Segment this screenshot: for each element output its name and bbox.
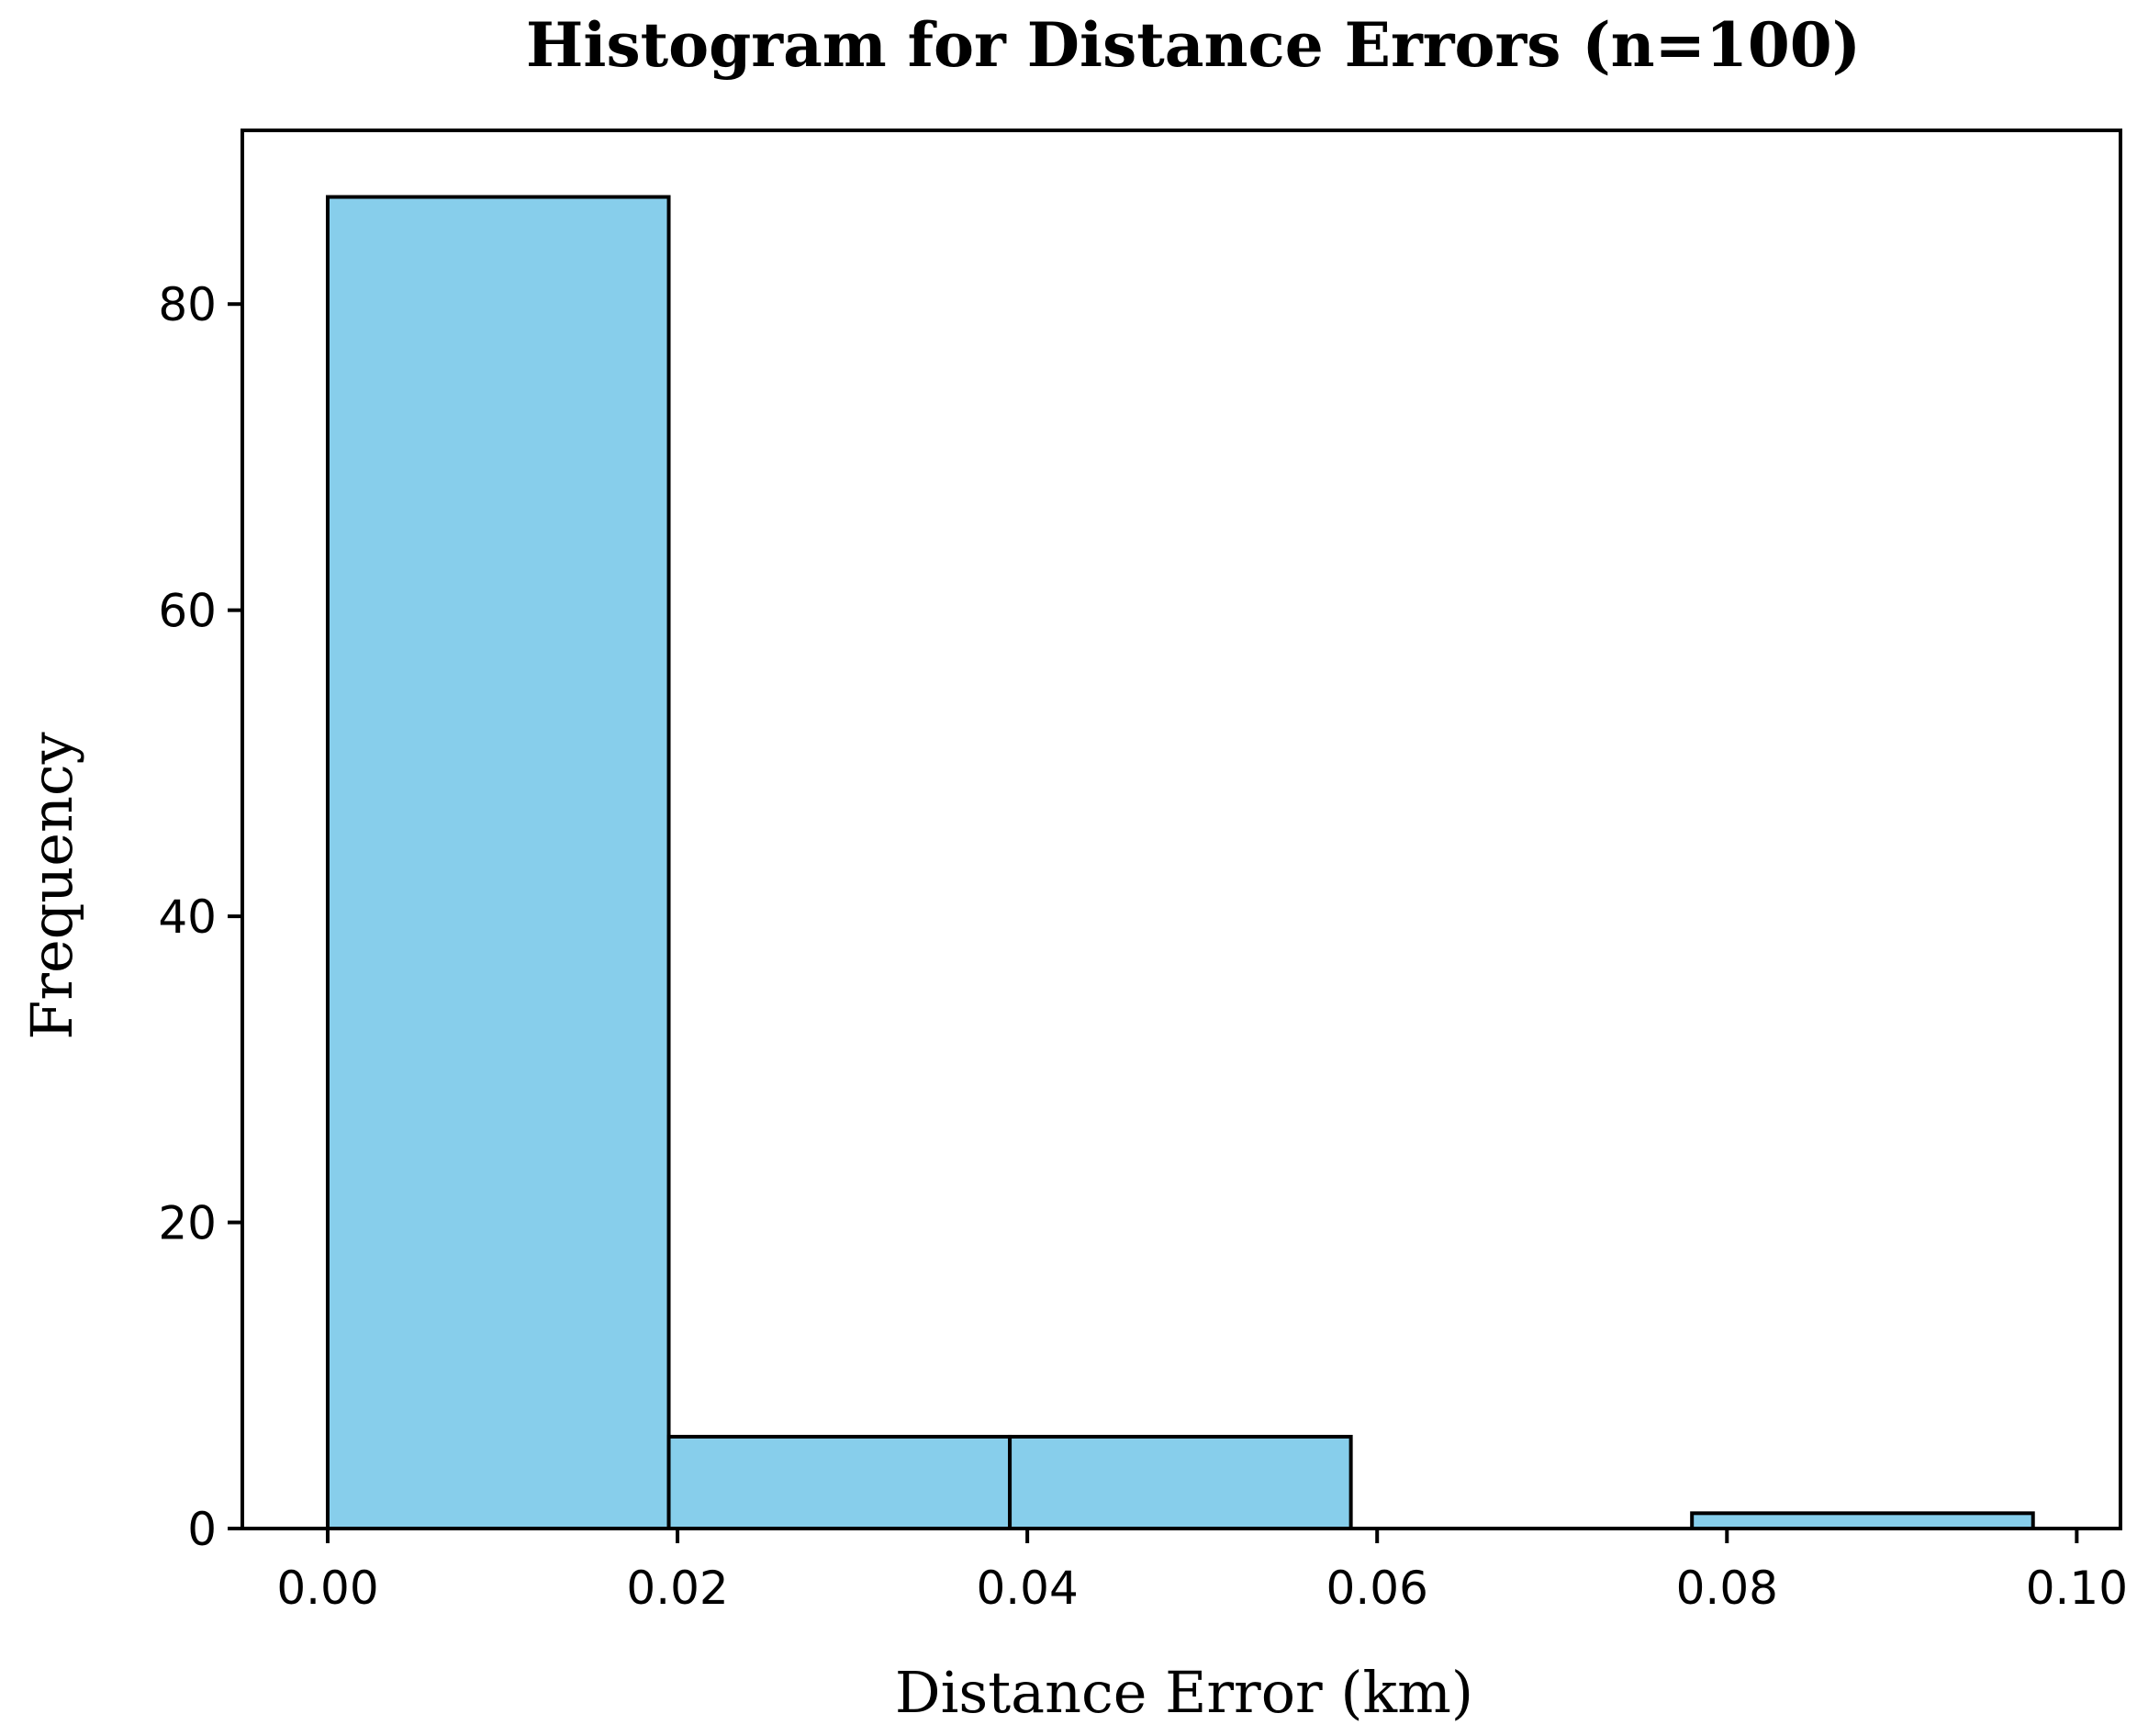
- plot-frame: [241, 129, 2122, 1530]
- y-tick-label: 20: [158, 1197, 217, 1250]
- x-tick-label: 0.00: [276, 1562, 378, 1615]
- histogram-bar-4: [1690, 1511, 2035, 1531]
- x-tick-label: 0.06: [1326, 1562, 1428, 1615]
- y-tick-label: 80: [158, 278, 217, 331]
- y-tick-label: 0: [187, 1503, 217, 1556]
- y-ticks-group: 0 20 40 60 80: [158, 278, 242, 1556]
- histogram-bar-1: [666, 1434, 1013, 1530]
- y-tick-label: 60: [158, 585, 217, 638]
- x-ticks-group: 0.00 0.02 0.04 0.06 0.08 0.10: [276, 1529, 2128, 1615]
- y-axis-label: Frequency: [18, 732, 85, 1039]
- x-axis-label: Distance Error (km): [895, 1659, 1473, 1726]
- bars-group: [325, 195, 2035, 1531]
- histogram-bar-0: [325, 195, 671, 1530]
- chart-title: Histogram for Distance Errors (n=100): [526, 9, 1861, 81]
- histogram-bar-2: [1008, 1434, 1353, 1530]
- x-tick-label: 0.10: [2026, 1562, 2128, 1615]
- x-tick-label: 0.08: [1676, 1562, 1778, 1615]
- x-tick-label: 0.02: [626, 1562, 728, 1615]
- y-tick-label: 40: [158, 890, 217, 944]
- x-tick-label: 0.04: [976, 1562, 1078, 1615]
